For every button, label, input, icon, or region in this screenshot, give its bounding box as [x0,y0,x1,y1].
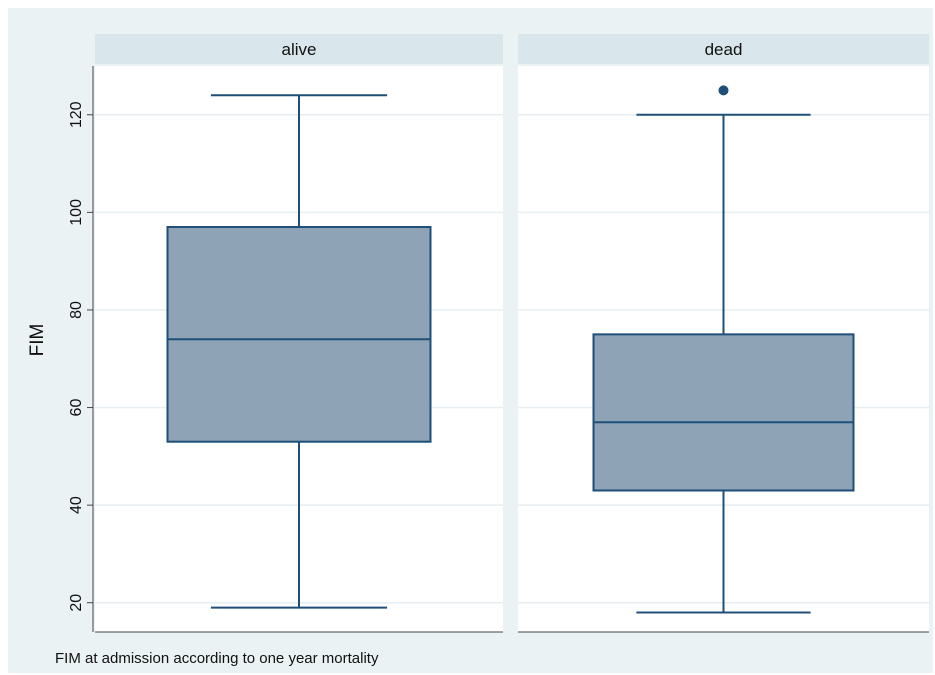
outlier-dead [718,85,729,96]
y-tick-label: 120 [68,101,85,128]
y-axis: 20 40 60 80 100 120 [68,66,94,632]
panel-title-alive: alive [282,40,317,59]
panel-header-alive [95,34,503,64]
panel-dead: dead [518,34,929,633]
y-tick-label: 60 [68,399,85,417]
y-tick-label: 40 [68,496,85,514]
panel-alive: alive [95,34,503,633]
chart-note: FIM at admission according to one year m… [55,650,379,667]
box-dead [592,333,855,492]
panels-layer: alive dead [95,34,929,633]
panel-header-dead [518,34,929,64]
y-tick-label: 100 [68,199,85,226]
y-tick-label: 80 [68,301,85,319]
box-alive [166,226,432,443]
y-tick-label: 20 [68,594,85,612]
panel-title-dead: dead [705,40,743,59]
y-axis-title: FIM [27,324,48,357]
